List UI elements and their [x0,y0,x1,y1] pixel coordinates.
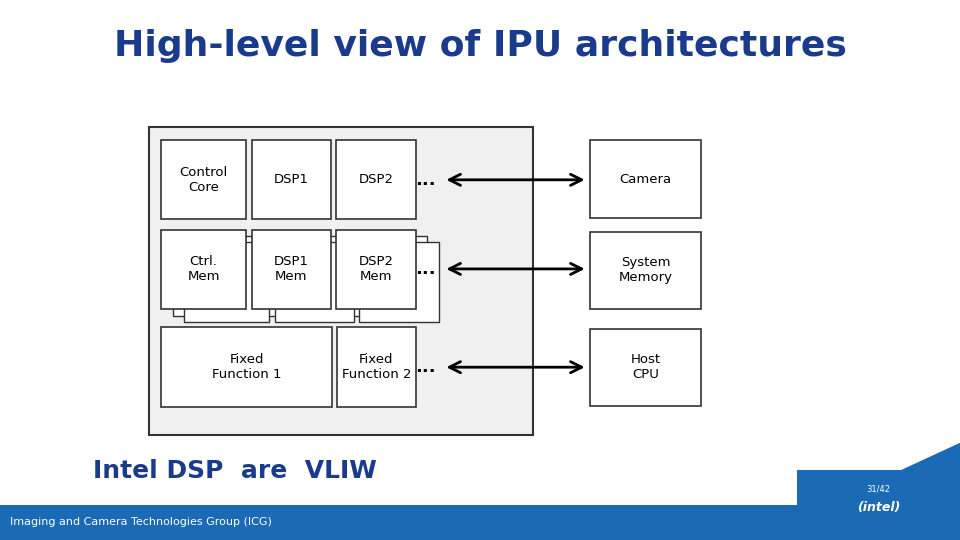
Text: 31/42: 31/42 [867,484,891,493]
FancyBboxPatch shape [348,236,427,316]
FancyBboxPatch shape [337,327,416,407]
FancyBboxPatch shape [184,242,269,322]
FancyBboxPatch shape [161,140,246,219]
FancyBboxPatch shape [263,236,343,316]
Text: DSP1
Mem: DSP1 Mem [274,255,309,284]
Text: Host
CPU: Host CPU [631,354,660,381]
FancyBboxPatch shape [590,329,701,406]
Text: ...: ... [415,358,436,376]
Text: DSP1: DSP1 [274,173,309,186]
Text: Control
Core: Control Core [180,166,228,193]
Text: DSP2: DSP2 [358,173,394,186]
FancyBboxPatch shape [0,505,960,540]
FancyBboxPatch shape [336,140,416,219]
Text: Imaging and Camera Technologies Group (ICG): Imaging and Camera Technologies Group (I… [10,517,272,527]
FancyBboxPatch shape [161,230,246,309]
FancyBboxPatch shape [252,140,331,219]
FancyBboxPatch shape [161,327,332,407]
FancyBboxPatch shape [590,140,701,218]
FancyBboxPatch shape [149,127,533,435]
FancyBboxPatch shape [336,230,416,309]
FancyBboxPatch shape [359,242,439,322]
FancyBboxPatch shape [275,242,354,322]
FancyBboxPatch shape [173,236,257,316]
Polygon shape [768,443,960,540]
Text: Fixed
Function 2: Fixed Function 2 [342,353,411,381]
Text: (intel): (intel) [856,501,900,514]
Text: ...: ... [415,260,436,278]
Text: System
Memory: System Memory [618,256,673,284]
Text: Camera: Camera [619,172,672,186]
Text: Ctrl.
Mem: Ctrl. Mem [187,255,220,284]
FancyBboxPatch shape [590,232,701,309]
FancyBboxPatch shape [797,470,960,540]
Text: High-level view of IPU architectures: High-level view of IPU architectures [113,29,847,63]
Text: DSP2
Mem: DSP2 Mem [358,255,394,284]
Text: Fixed
Function 1: Fixed Function 1 [212,353,281,381]
FancyBboxPatch shape [252,230,331,309]
Text: ...: ... [415,171,436,189]
Text: Intel DSP  are  VLIW: Intel DSP are VLIW [93,459,377,483]
